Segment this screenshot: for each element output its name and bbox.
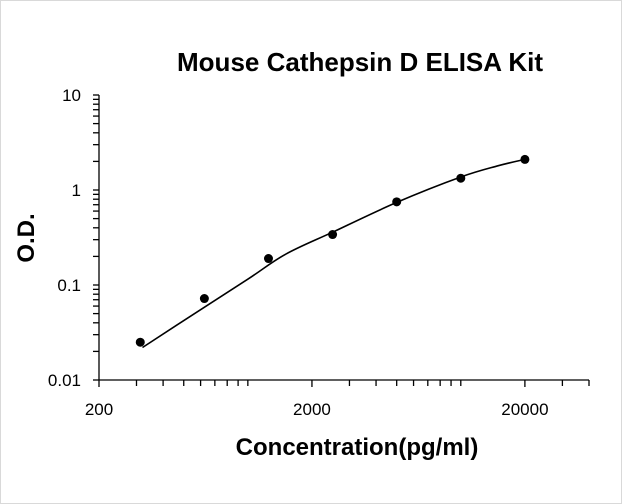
data-point [263,254,273,264]
data-point [520,154,530,164]
x-tick-label: 2000 [293,400,331,419]
data-point [392,197,402,207]
data-points [135,154,530,347]
y-tick-label: 0.1 [57,276,81,295]
x-tick-label: 20000 [501,400,548,419]
data-point [328,230,338,240]
y-tick-label: 1 [72,181,81,200]
data-point [135,337,145,347]
x-tick-label: 200 [85,400,113,419]
fitted-curve [142,158,526,349]
y-axis-ticks: 0.01 0.1 1 10 [48,86,99,390]
axes [98,95,589,381]
chart-title: Mouse Cathepsin D ELISA Kit [177,47,543,77]
y-tick-label: 0.01 [48,371,81,390]
y-axis-label: O.D. [13,213,40,262]
y-tick-label: 10 [62,86,81,105]
x-axis-label: Concentration(pg/ml) [236,434,479,461]
x-axis-ticks: 200 2000 20000 [85,380,590,419]
data-point [456,173,466,183]
data-point [199,294,209,304]
